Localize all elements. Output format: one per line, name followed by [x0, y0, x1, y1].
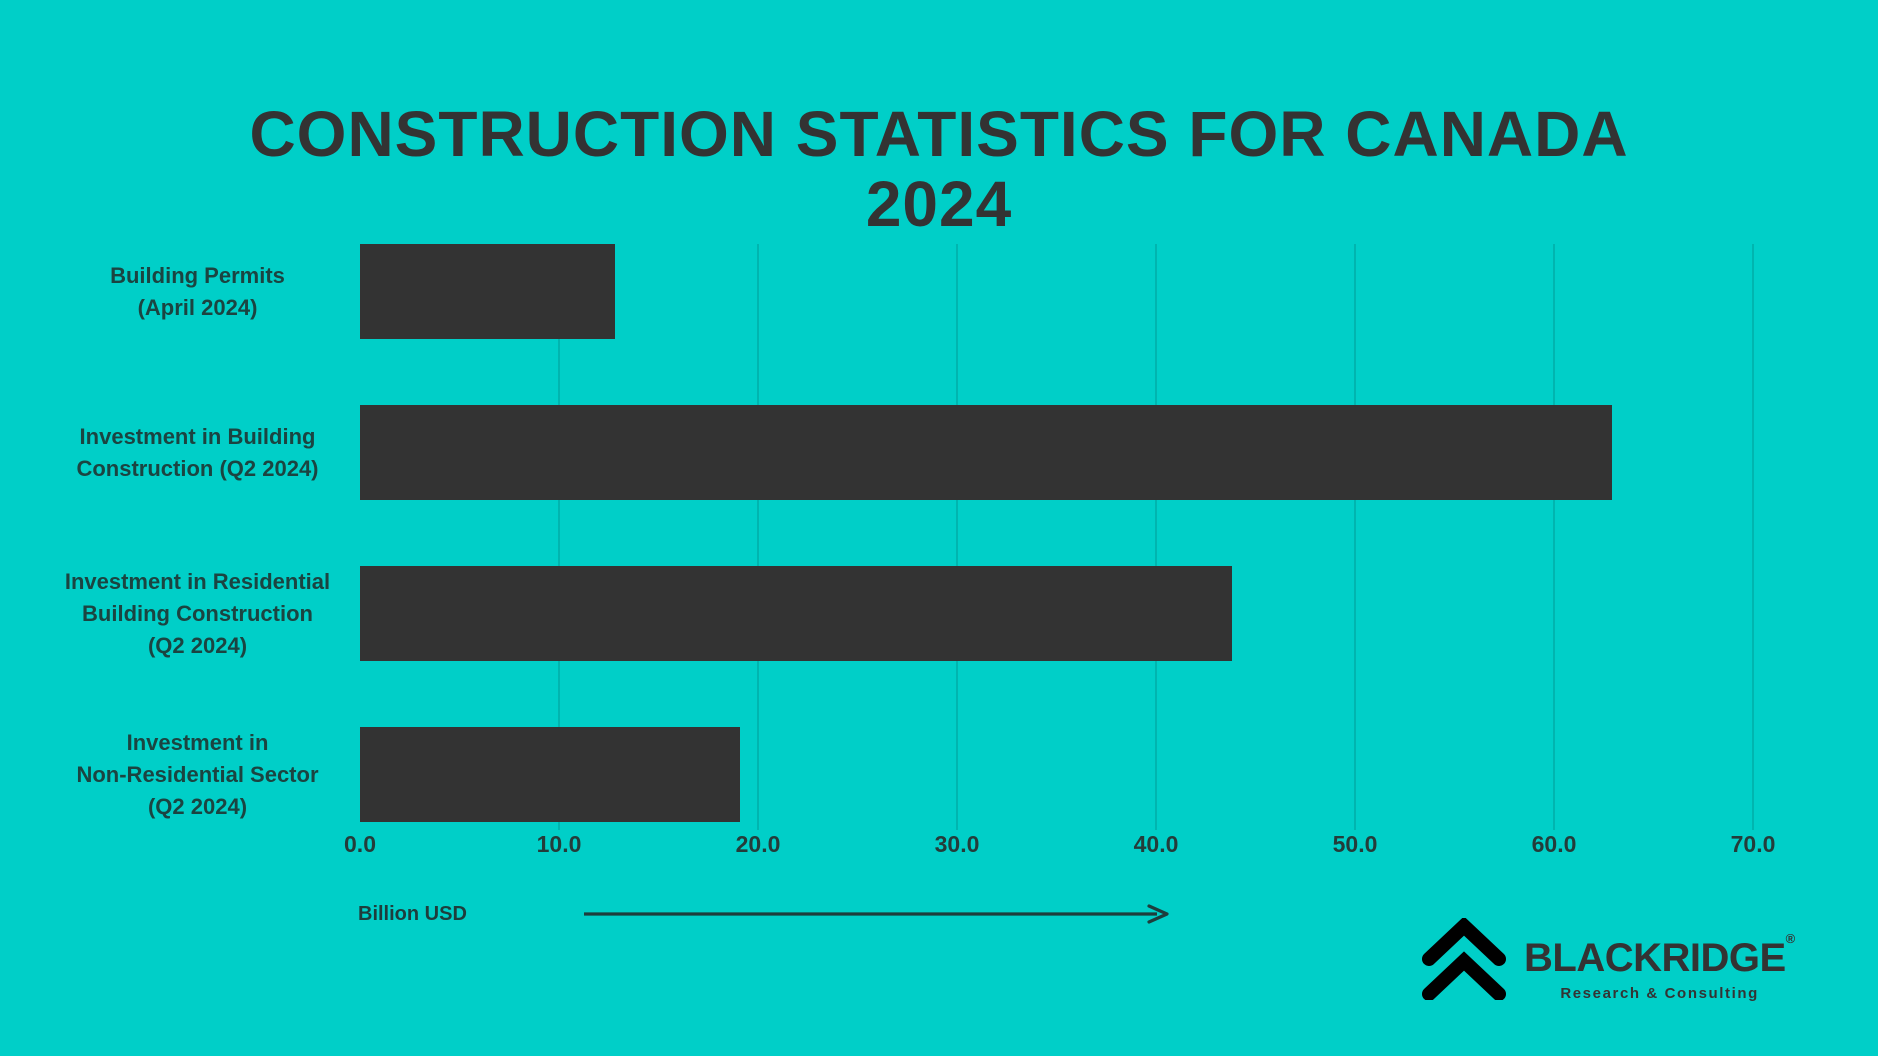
category-label-line: (Q2 2024)	[147, 793, 248, 819]
page-title: CONSTRUCTION STATISTICS FOR CANADA 2024	[0, 99, 1878, 239]
page-title-line1: CONSTRUCTION STATISTICS FOR CANADA	[249, 97, 1629, 170]
category-label-line: Investment in	[126, 729, 269, 755]
double-chevron-up-icon	[1422, 918, 1506, 1000]
category-label-line: Non-Residential Sector	[76, 761, 319, 787]
bar	[360, 727, 741, 822]
x-tick-label: 50.0	[1332, 831, 1378, 857]
bar	[360, 244, 615, 339]
gridline	[1553, 244, 1555, 830]
category-label-line: Investment in Building	[79, 423, 316, 449]
category-label: Investment in Residential Building Constr…	[20, 566, 375, 662]
category-labels: Building Permits (April 2024) Investment i…	[20, 244, 375, 830]
category-label-line: Building Permits	[110, 262, 285, 288]
category-label-line: (April 2024)	[137, 294, 258, 320]
blackridge-logo: BLACKRIDGE® Research & Consulting	[1422, 918, 1795, 1002]
gridline	[757, 244, 759, 830]
plot-area	[360, 244, 1754, 830]
category-label: Investment in Non-Residential Sector (Q2 2…	[20, 727, 375, 823]
x-tick-label: 70.0	[1730, 831, 1776, 857]
x-tick-label: 60.0	[1531, 831, 1577, 857]
x-tick-label: 40.0	[1133, 831, 1179, 857]
brand-name-text: BLACKRIDGE	[1524, 936, 1786, 980]
category-label: Investment in Building Construction (Q2 2…	[20, 421, 375, 485]
x-axis-arrow-icon	[584, 904, 1169, 924]
x-tick-label: 30.0	[934, 831, 980, 857]
gridline	[956, 244, 958, 830]
brand-name: BLACKRIDGE®	[1524, 932, 1795, 978]
gridline	[1155, 244, 1157, 830]
brand-tagline: Research & Consulting	[1560, 985, 1759, 1002]
registered-trademark-icon: ®	[1785, 931, 1796, 946]
x-axis-ticks: 0.0 10.0 20.0 30.0 40.0 50.0 60.0 70.0	[344, 831, 1775, 861]
category-label-line: Construction (Q2 2024)	[76, 455, 319, 481]
gridline	[1752, 244, 1754, 830]
bar	[360, 405, 1612, 500]
category-label-line: Building Construction	[82, 600, 313, 626]
category-label-line: (Q2 2024)	[147, 632, 248, 658]
page-title-line2: 2024	[865, 167, 1013, 240]
category-label: Building Permits (April 2024)	[20, 260, 375, 324]
x-tick-label: 0.0	[344, 831, 376, 857]
gridline	[1354, 244, 1356, 830]
category-label-line: Investment in Residential	[64, 568, 331, 594]
x-tick-label: 20.0	[735, 831, 781, 857]
gridline	[558, 244, 560, 830]
bar	[360, 566, 1232, 661]
x-axis-label: Billion USD	[358, 903, 467, 925]
logo-text: BLACKRIDGE® Research & Consulting	[1524, 918, 1795, 1002]
x-tick-label: 10.0	[536, 831, 582, 857]
